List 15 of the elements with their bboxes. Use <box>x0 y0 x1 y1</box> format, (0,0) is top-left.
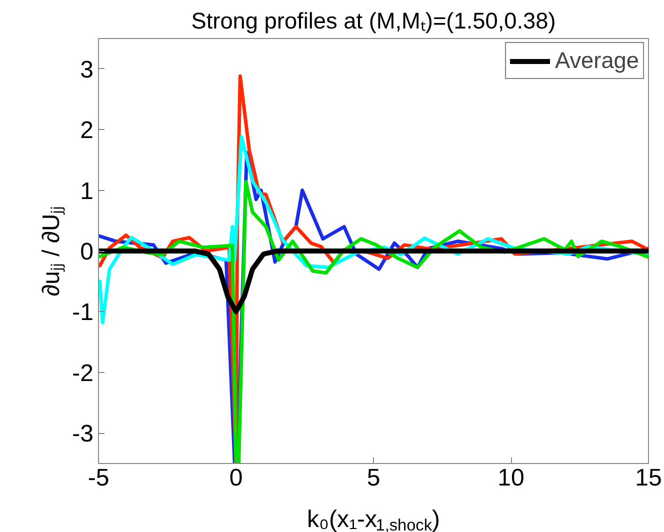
y-tick-label: 2 <box>80 117 94 144</box>
legend-label: Average <box>555 47 639 74</box>
x-tick-label: -5 <box>88 464 110 492</box>
y-tick-label: 0 <box>80 238 94 266</box>
x-tick-label: 5 <box>366 464 380 492</box>
y-tick-label: 1 <box>80 178 94 205</box>
y-tick-label: 3 <box>80 56 94 84</box>
x-tick-label: 15 <box>635 464 662 492</box>
y-tick-label: -3 <box>72 420 94 448</box>
y-tick-label: -2 <box>72 360 94 387</box>
y-axis-title: ∂uⱼⱼ / ∂Uⱼⱼ <box>38 206 66 296</box>
y-tick-label: -1 <box>72 299 94 326</box>
chart-title: Strong profiles at (M,Mₜ)=(1.50,0.38) <box>191 8 556 34</box>
x-tick-label: 0 <box>229 464 243 492</box>
x-tick-label: 10 <box>498 464 524 492</box>
